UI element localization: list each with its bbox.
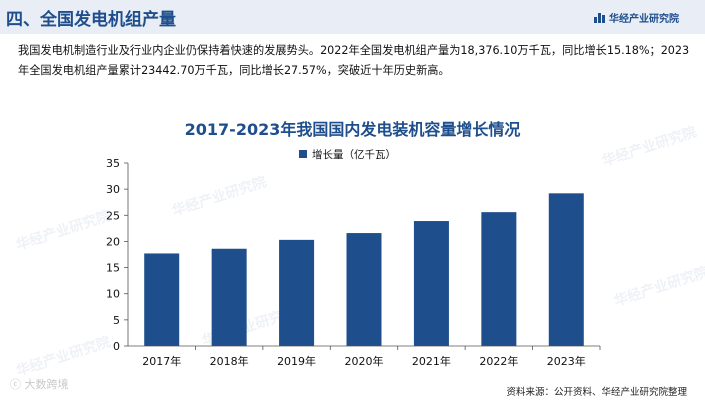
legend-label: 增长量（亿千瓦） [312,148,396,161]
y-tick-label: 20 [106,235,120,248]
y-tick-label: 30 [106,183,120,196]
source-note: 资料来源：公开资料、华经产业研究院整理 [506,387,687,398]
x-axis: 2017年 2018年 2019年 2020年 2021年 2022年 2023年 [128,345,601,368]
legend-swatch [299,150,307,158]
x-tick-label: 2018年 [210,354,249,368]
x-tick-label: 2020年 [345,354,384,368]
chart-legend: 增长量（亿千瓦） [299,148,396,161]
x-tick-label: 2023年 [547,354,586,368]
bar-2020年 [346,233,382,346]
bar-2021年 [413,221,449,346]
brand: 华经产业研究院 [594,10,679,25]
footer-logo-icon: ⓒ [10,378,25,391]
y-tick-label: 15 [106,262,120,275]
footer-logo: ⓒ 大数跨境 [10,376,69,392]
x-tick-label: 2019年 [277,354,316,368]
y-tick-label: 10 [106,288,120,301]
bar-2018年 [211,248,247,346]
y-axis: 0 5 10 15 20 25 30 35 [106,157,129,353]
brand-name: 华经产业研究院 [609,14,679,25]
footer-logo-text: 大数跨境 [24,378,69,391]
bars [144,193,584,346]
header-bar: 四、全国发电机组产量 华经产业研究院 [0,0,705,34]
bar-2023年 [548,193,584,346]
bar-2022年 [481,212,517,346]
bar-2017年 [144,253,180,346]
intro-paragraph: 我国发电机制造行业及行业内企业仍保持着快速的发展势头。2022年全国发电机组产量… [18,44,690,77]
y-tick-label: 25 [106,209,120,222]
brand-logo-icon [594,12,605,23]
chart-title: 2017-2023年我国国内发电装机容量增长情况 [184,120,521,139]
x-tick-label: 2022年 [479,354,518,368]
x-tick-label: 2021年 [412,354,451,368]
y-tick-label: 5 [113,314,120,327]
y-tick-label: 0 [113,340,120,353]
y-tick-label: 35 [106,157,120,170]
page-title: 四、全国发电机组产量 [6,10,176,30]
x-tick-label: 2017年 [142,354,181,368]
bar-2019年 [279,239,315,346]
